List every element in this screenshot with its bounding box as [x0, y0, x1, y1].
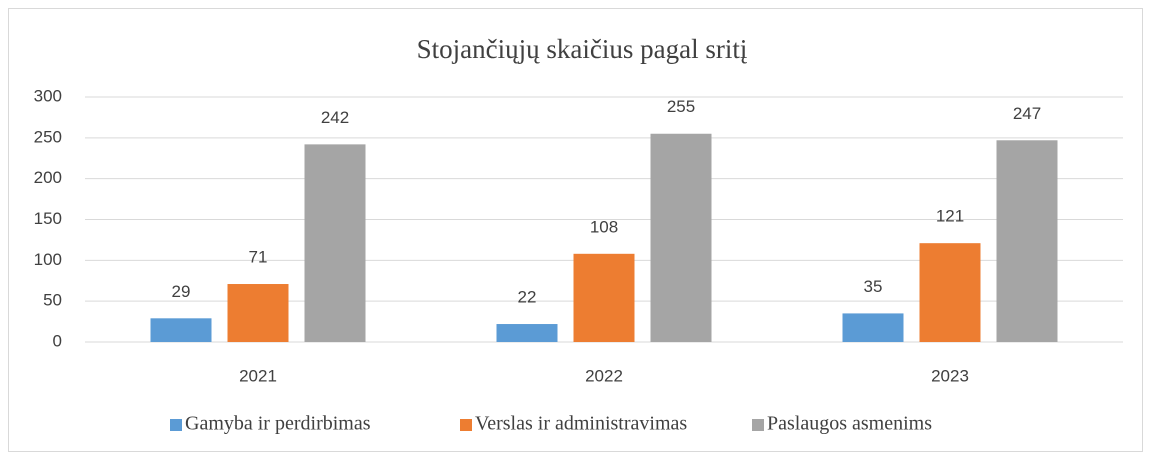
x-tick-label: 2023	[931, 366, 969, 385]
y-tick-label: 0	[53, 331, 62, 350]
y-tick-label: 250	[34, 127, 62, 146]
legend-label: Paslaugos asmenims	[767, 413, 932, 435]
bar	[919, 243, 981, 342]
data-label: 242	[321, 108, 349, 127]
bar	[996, 140, 1058, 342]
chart-title: Stojančiųjų skaičius pagal sritį	[417, 34, 748, 64]
legend-swatch	[460, 419, 472, 431]
data-label: 22	[518, 288, 537, 307]
data-label: 255	[667, 97, 695, 116]
legend-swatch	[170, 419, 182, 431]
bar	[150, 318, 212, 342]
data-label: 71	[249, 248, 268, 267]
chart-border	[8, 8, 1143, 452]
bar	[573, 253, 635, 342]
data-label: 29	[172, 282, 191, 301]
x-tick-label: 2022	[585, 366, 623, 385]
legend-label: Verslas ir administravimas	[475, 413, 687, 435]
bar	[304, 144, 366, 342]
data-label: 247	[1013, 104, 1041, 123]
y-tick-label: 300	[34, 86, 62, 105]
data-label: 35	[864, 277, 883, 296]
y-tick-label: 100	[34, 250, 62, 269]
x-tick-label: 2021	[239, 366, 277, 385]
bar	[496, 324, 558, 342]
y-tick-label: 50	[43, 291, 62, 310]
data-label: 108	[590, 217, 618, 236]
legend-label: Gamyba ir perdirbimas	[185, 413, 371, 435]
y-tick-label: 150	[34, 209, 62, 228]
data-label: 121	[936, 207, 964, 226]
bar	[650, 133, 712, 342]
y-tick-label: 200	[34, 168, 62, 187]
bar	[227, 284, 289, 342]
bar	[842, 313, 904, 342]
legend-swatch	[752, 419, 764, 431]
